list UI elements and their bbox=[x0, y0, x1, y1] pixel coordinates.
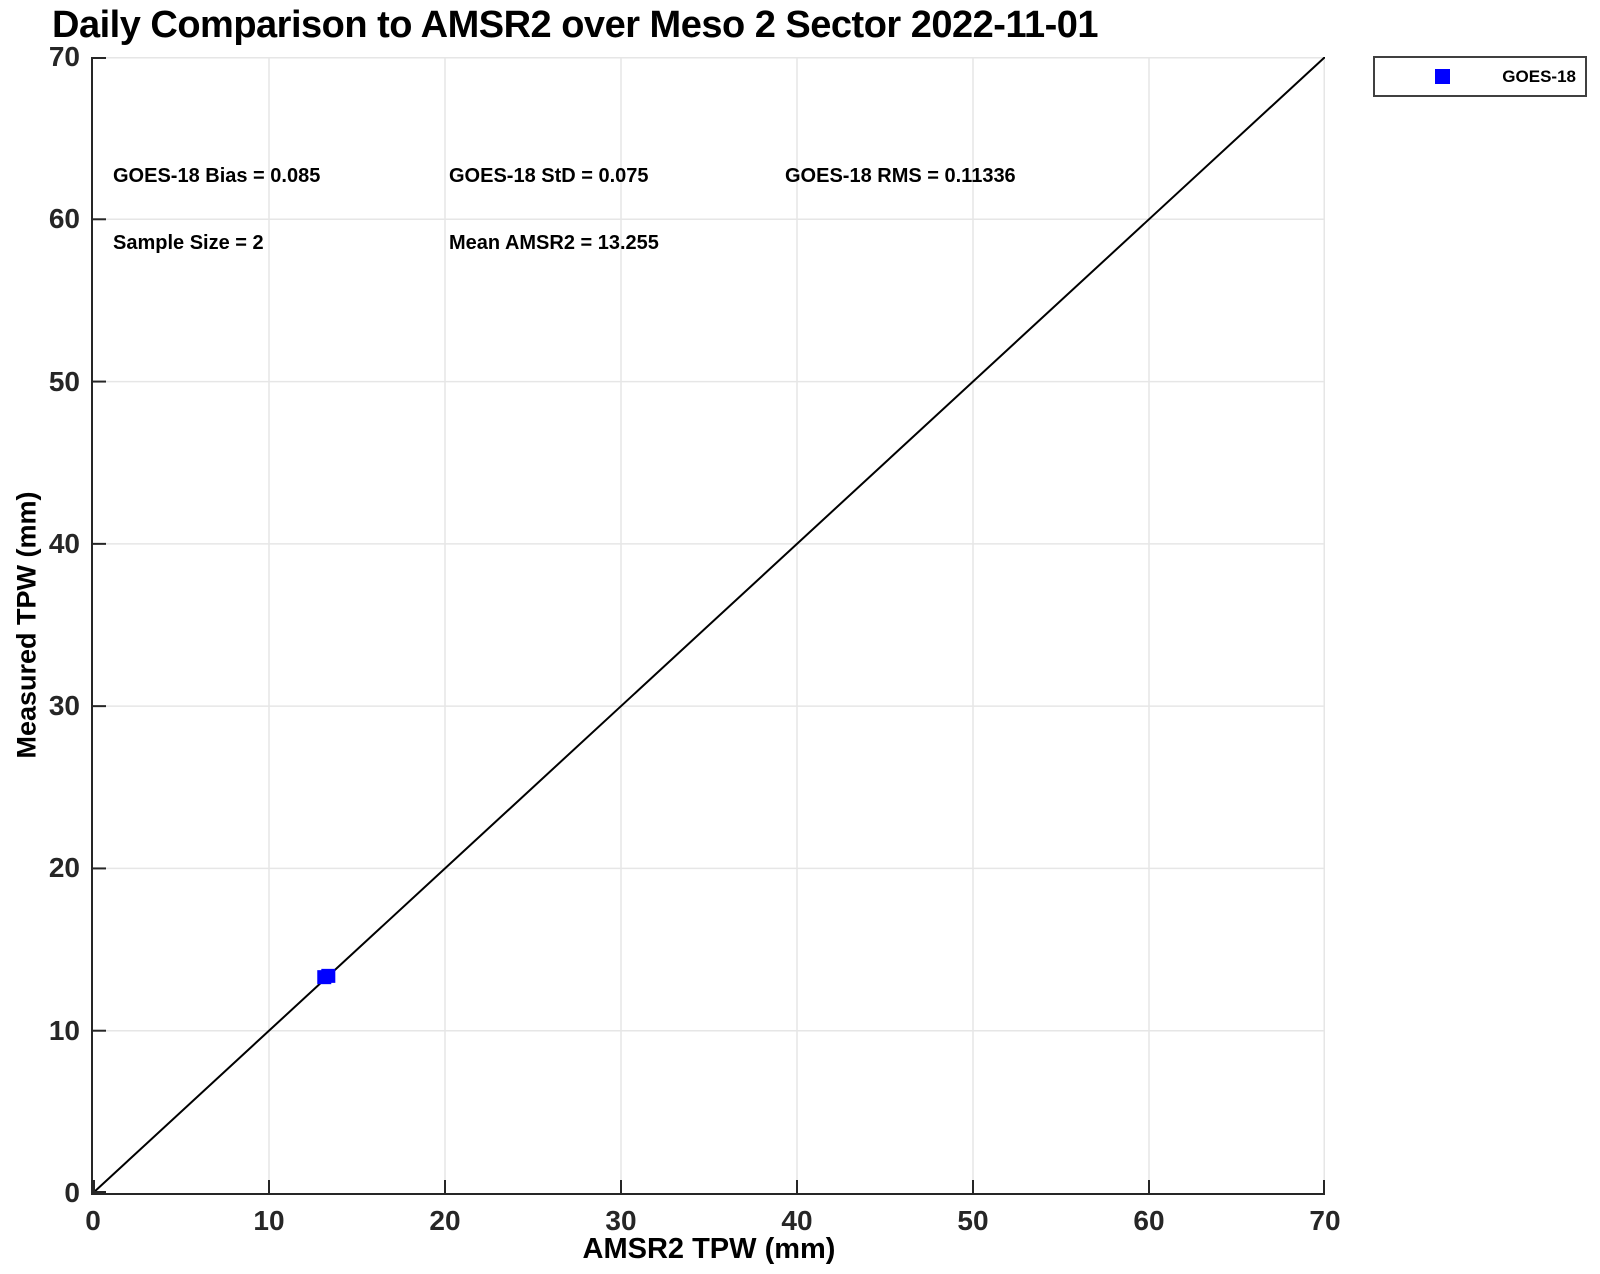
plot-area: GOES-18 Bias = 0.085 GOES-18 StD = 0.075… bbox=[91, 57, 1325, 1195]
x-tick-label: 70 bbox=[1309, 1205, 1341, 1236]
stat-mean-amsr2: Mean AMSR2 = 13.255 bbox=[449, 232, 659, 254]
stat-bias: GOES-18 Bias = 0.085 bbox=[113, 165, 321, 187]
data-point-goes-18 bbox=[321, 968, 336, 983]
x-axis-label: AMSR2 TPW (mm) bbox=[582, 1233, 836, 1265]
stat-std: GOES-18 StD = 0.075 bbox=[449, 165, 649, 187]
y-tick-label: 0 bbox=[64, 1177, 80, 1208]
x-tick-label: 60 bbox=[1133, 1205, 1165, 1236]
x-tick-label: 40 bbox=[781, 1205, 813, 1236]
legend-label: GOES-18 bbox=[1502, 66, 1576, 86]
legend: GOES-18 bbox=[1373, 56, 1587, 97]
chart-title: Daily Comparison to AMSR2 over Meso 2 Se… bbox=[52, 4, 1099, 46]
y-tick-label: 70 bbox=[48, 41, 80, 72]
stat-sample-size: Sample Size = 2 bbox=[113, 232, 264, 254]
x-tick-label: 50 bbox=[957, 1205, 989, 1236]
y-tick-label: 20 bbox=[48, 852, 80, 884]
y-tick-label: 60 bbox=[48, 203, 80, 235]
plot-canvas bbox=[93, 57, 1325, 1193]
y-tick-label: 40 bbox=[48, 527, 80, 559]
y-tick-label: 10 bbox=[48, 1014, 80, 1046]
x-tick-label: 10 bbox=[253, 1205, 285, 1236]
y-tick-label: 50 bbox=[48, 365, 80, 397]
x-tick-label: 0 bbox=[85, 1205, 101, 1236]
x-tick-label: 30 bbox=[605, 1205, 637, 1236]
legend-marker-square bbox=[1435, 69, 1450, 84]
identity-line bbox=[93, 57, 1325, 1193]
stat-rms: GOES-18 RMS = 0.11336 bbox=[785, 165, 1016, 187]
x-tick-label: 20 bbox=[429, 1205, 461, 1236]
y-tick-label: 30 bbox=[48, 690, 80, 722]
